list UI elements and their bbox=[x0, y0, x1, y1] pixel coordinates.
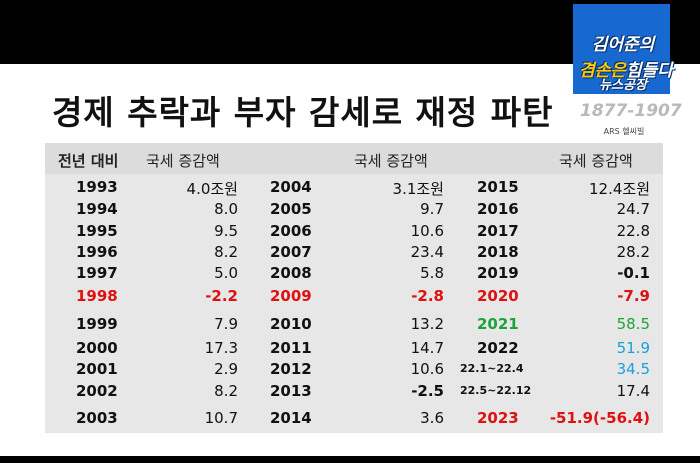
logo-line2: 겸손은힘들다 bbox=[579, 56, 673, 81]
value-cell: 17.4 bbox=[616, 382, 650, 400]
logo-line2a: 겸손은 bbox=[579, 61, 626, 81]
year-cell: 2003 bbox=[76, 409, 118, 427]
year-cell: 22.1~22.4 bbox=[460, 362, 524, 375]
value-cell: 28.2 bbox=[616, 243, 650, 261]
table-header-row bbox=[45, 143, 663, 174]
year-cell: 2023 bbox=[477, 409, 519, 427]
logo-line1: 김어준의 bbox=[591, 35, 655, 55]
value-cell: 23.4 bbox=[410, 243, 444, 261]
year-cell: 2001 bbox=[76, 360, 118, 378]
year-cell: 2015 bbox=[477, 178, 519, 196]
value-cell: 34.5 bbox=[616, 360, 650, 378]
year-cell: 1993 bbox=[76, 178, 118, 196]
year-cell: 2007 bbox=[270, 243, 312, 261]
year-cell: 2017 bbox=[477, 222, 519, 240]
header-col3: 국세 증감액 bbox=[559, 152, 633, 170]
tax-change-table bbox=[45, 143, 663, 433]
year-cell: 2005 bbox=[270, 200, 312, 218]
value-cell: 13.2 bbox=[410, 315, 444, 333]
value-cell: 24.7 bbox=[616, 200, 650, 218]
value-cell: 10.6 bbox=[410, 360, 444, 378]
value-cell: 5.8 bbox=[420, 264, 444, 282]
year-cell: 2014 bbox=[270, 409, 312, 427]
year-cell: 1996 bbox=[76, 243, 118, 261]
value-cell: -2.5 bbox=[411, 382, 444, 400]
year-cell: 2002 bbox=[76, 382, 118, 400]
year-cell: 2009 bbox=[270, 287, 312, 305]
value-cell: 10.6 bbox=[410, 222, 444, 240]
year-cell: 2011 bbox=[270, 339, 312, 357]
year-cell: 1995 bbox=[76, 222, 118, 240]
value-cell: 58.5 bbox=[616, 315, 650, 333]
value-cell: -2.2 bbox=[205, 287, 238, 305]
value-cell: 22.8 bbox=[616, 222, 650, 240]
year-cell: 2004 bbox=[270, 178, 312, 196]
value-cell: 8.2 bbox=[214, 382, 238, 400]
year-cell: 2012 bbox=[270, 360, 312, 378]
value-cell: 3.1조원 bbox=[392, 180, 444, 198]
year-cell: 1998 bbox=[76, 287, 118, 305]
value-cell: 8.0 bbox=[214, 200, 238, 218]
header-col2: 국세 증감액 bbox=[354, 152, 428, 170]
page-title: 경제 추락과 부자 감세로 재정 파탄 bbox=[52, 93, 554, 132]
value-cell: 8.2 bbox=[214, 243, 238, 261]
year-cell: 2016 bbox=[477, 200, 519, 218]
value-cell: -0.1 bbox=[617, 264, 650, 282]
year-cell: 2008 bbox=[270, 264, 312, 282]
year-cell: 1997 bbox=[76, 264, 118, 282]
year-cell: 2022 bbox=[477, 339, 519, 357]
logo-line3: 뉴스공장 bbox=[599, 78, 647, 93]
value-cell: 14.7 bbox=[410, 339, 444, 357]
year-cell: 2000 bbox=[76, 339, 118, 357]
year-cell: 2010 bbox=[270, 315, 312, 333]
header-year-label: 전년 대비 bbox=[58, 152, 119, 170]
value-cell: 7.9 bbox=[214, 315, 238, 333]
header-col1: 국세 증감액 bbox=[146, 152, 220, 170]
value-cell: 51.9 bbox=[616, 339, 650, 357]
value-cell: 12.4조원 bbox=[589, 180, 650, 198]
value-cell: 10.7 bbox=[204, 409, 238, 427]
news-factory-logo: 김어준의 겸손은힘들다 뉴스공장 bbox=[573, 4, 673, 94]
value-cell: -7.9 bbox=[617, 287, 650, 305]
year-cell: 2020 bbox=[477, 287, 519, 305]
value-cell: -51.9(-56.4) bbox=[549, 409, 650, 427]
year-cell: 2021 bbox=[477, 315, 519, 333]
year-cell: 1999 bbox=[76, 315, 118, 333]
year-cell: 2006 bbox=[270, 222, 312, 240]
year-cell: 1994 bbox=[76, 200, 118, 218]
value-cell: 17.3 bbox=[204, 339, 238, 357]
value-cell: 5.0 bbox=[214, 264, 238, 282]
value-cell: 9.5 bbox=[214, 222, 238, 240]
value-cell: 3.6 bbox=[420, 409, 444, 427]
logo-years: 1877-1907 bbox=[580, 101, 682, 121]
logo-line2b: 힘들다 bbox=[625, 61, 673, 81]
value-cell: 2.9 bbox=[214, 360, 238, 378]
year-cell: 22.5~22.12 bbox=[460, 384, 532, 397]
value-cell: -2.8 bbox=[411, 287, 444, 305]
logo-sub: ARS 헬씨빌 bbox=[603, 127, 645, 136]
value-cell: 9.7 bbox=[420, 200, 444, 218]
value-cell: 4.0조원 bbox=[186, 180, 238, 198]
year-cell: 2013 bbox=[270, 382, 312, 400]
year-cell: 2018 bbox=[477, 243, 519, 261]
year-cell: 2019 bbox=[477, 264, 519, 282]
